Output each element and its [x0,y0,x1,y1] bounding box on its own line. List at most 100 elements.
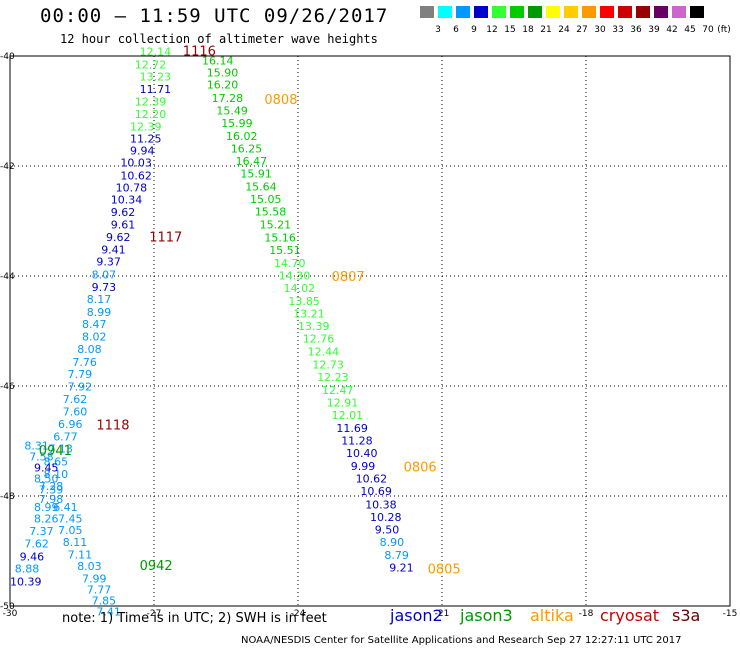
wave-height-label: 8.65 [44,455,69,468]
color-swatch [510,6,524,18]
wave-height-label: 12.20 [135,108,167,121]
wave-height-label: 16.25 [231,142,262,155]
wave-height-label: 15.49 [216,104,248,117]
color-scale-label: 6 [453,25,459,35]
color-scale-label: 3 [435,25,441,35]
x-tick-label: -30 [3,609,18,619]
wave-height-label: 7.85 [92,595,117,608]
wave-height-label: 11.71 [140,83,172,96]
wave-height-label: 12.91 [327,397,359,410]
color-swatch [618,6,632,18]
wave-height-label: 8.07 [92,268,117,281]
color-scale-label: 24 [558,25,570,35]
wave-height-label: 9.94 [130,145,155,158]
wave-height-label: 8.03 [77,560,102,573]
wave-height-label: 7.58 [29,450,54,463]
wave-height-label: 9.37 [96,256,121,269]
x-tick-label: -18 [579,609,594,619]
color-scale-label: 9 [471,25,477,35]
wave-height-label: 9.61 [111,218,136,231]
wave-height-label: 7.62 [63,393,88,406]
wave-height-label: 16.20 [207,79,239,92]
wave-height-label: 15.51 [269,244,301,257]
wave-height-label: 8.90 [380,536,405,549]
y-tick-label: -46 [0,382,15,392]
y-tick-label: -48 [0,492,15,502]
wave-height-label: 8.88 [15,563,40,576]
color-scale-label: 27 [576,25,588,35]
wave-height-label: 7.98 [39,493,64,506]
y-tick-label: -44 [0,272,15,282]
wave-height-label: 7.05 [58,524,83,537]
color-swatch [636,6,650,18]
wave-height-label: 9.21 [389,562,414,575]
wave-height-label: 12.01 [332,409,364,422]
wave-height-label: 7.79 [68,368,93,381]
color-swatch [690,6,704,18]
wave-height-label: 8.79 [384,549,409,562]
wave-height-label: 8.26 [34,513,59,526]
wave-height-label: 9.46 [20,551,44,564]
wave-height-label: 11.69 [336,422,368,435]
wave-height-label: 11.25 [130,133,162,146]
wave-height-label: 8.99 [34,501,59,514]
legend-item-jason2: jason2 [390,606,443,625]
color-swatch [546,6,560,18]
wave-height-label: 12.23 [317,371,349,384]
wave-height-label: 7.62 [24,537,49,550]
wave-height-label: 12.39 [130,120,162,133]
color-scale-label: 18 [522,25,534,35]
wave-height-label: 7.76 [72,356,97,369]
wave-height-label: 6.77 [53,431,77,444]
wave-height-label: 9.73 [92,281,117,294]
wave-height-label: 7.39 [39,483,64,496]
pass-time-label: 0941 [39,444,72,459]
color-scale-label: 42 [666,25,678,35]
wave-height-label: 9.45 [34,461,59,474]
color-scale-label: 45 [684,25,696,35]
color-swatch [582,6,596,18]
wave-height-label: 15.16 [264,232,296,245]
wave-height-label: 15.21 [260,218,292,231]
wave-height-label: 12.39 [135,96,167,109]
wave-height-label: 7.60 [63,405,88,418]
wave-height-label: 7.11 [68,548,93,561]
wave-height-label: 7.45 [58,513,83,526]
wave-height-label: 8.50 [34,472,59,485]
wave-height-label: 12.73 [312,359,344,372]
wave-height-label: 15.99 [221,117,253,130]
wave-height-label: 9.62 [106,231,131,244]
chart-subtitle: 12 hour collection of altimeter wave hei… [60,32,378,46]
legend-item-s3a: s3a [672,606,701,625]
color-swatch [420,6,434,18]
color-scale-label: 12 [486,25,498,35]
wave-height-label: 12.14 [140,46,172,59]
wave-height-label: 7.13 [48,443,73,456]
wave-height-label: 14.30 [279,269,311,282]
wave-height-label: 13.85 [288,295,320,308]
wave-height-label: 10.69 [360,485,392,498]
wave-height-label: 9.41 [101,244,126,257]
color-scale-label: 33 [612,25,624,35]
wave-height-label: 10.03 [120,157,151,170]
y-tick-label: -50 [0,602,15,612]
color-swatch [492,6,506,18]
y-tick-label: -42 [0,162,15,172]
legend-item-altika: altika [530,606,574,625]
pass-time-label: 0942 [140,559,173,574]
color-scale-label: 15 [504,25,516,35]
color-swatch [654,6,668,18]
wave-height-label: 17.28 [212,92,244,105]
wave-height-label: 7.37 [29,525,54,538]
wave-height-label: 9.99 [351,460,376,473]
wave-height-label: 16.02 [226,130,258,143]
wave-height-label: 13.23 [140,70,172,83]
wave-height-label: 11.28 [341,434,373,447]
plot-frame [9,55,731,607]
wave-height-label: 15.64 [245,180,277,193]
wave-height-label: 8.99 [87,306,112,319]
wave-height-label: 10.40 [346,447,378,460]
pass-time-label: 0806 [404,460,437,475]
